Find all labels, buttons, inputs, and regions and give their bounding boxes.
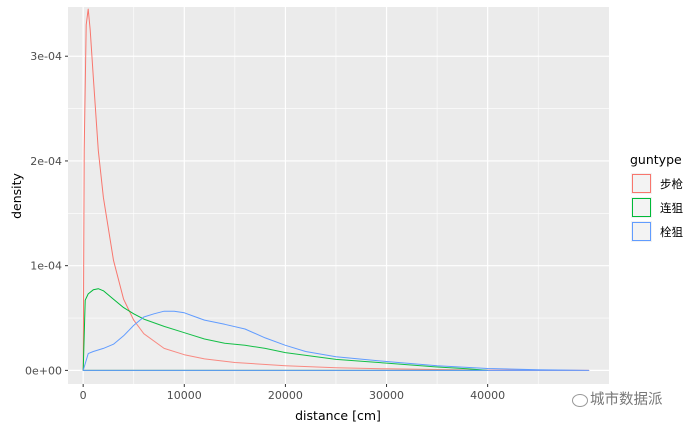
x-tick-label: 0 [80,389,87,402]
x-tick-label: 30000 [369,389,404,402]
y-axis-ticks: 0e+00 1e-04 2e-04 3e-04 [25,50,68,377]
series-line [82,8,590,371]
y-tick-label: 3e-04 [30,50,62,63]
legend-key-background [631,173,652,194]
series-line [82,310,590,371]
y-tick-label: 1e-04 [30,260,62,273]
x-axis-title: distance [cm] [295,408,381,423]
x-tick-label: 10000 [167,389,202,402]
x-tick-label: 20000 [268,389,303,402]
legend-label: 步枪 [660,177,683,191]
watermark-text: 城市数据派 [590,392,663,408]
legend-label: 连狙 [660,201,683,215]
x-tick-label: 40000 [470,389,505,402]
y-axis-title: density [9,172,24,218]
density-series [82,8,590,371]
y-tick-label: 2e-04 [30,155,62,168]
legend-key-background [631,197,652,218]
legend-swatch [632,222,651,241]
legend-swatch [632,198,651,217]
series-line [82,288,489,371]
legend-key-background [631,221,652,242]
legend-swatch [632,174,651,193]
watermark: 城市数据派 [572,388,663,409]
wechat-icon [572,393,588,407]
legend-title: guntype [630,152,682,167]
panel-background [68,7,609,384]
x-axis-ticks: 0 10000 20000 30000 40000 [80,384,505,402]
legend-label: 栓狙 [660,225,683,239]
y-tick-label: 0e+00 [25,364,62,377]
